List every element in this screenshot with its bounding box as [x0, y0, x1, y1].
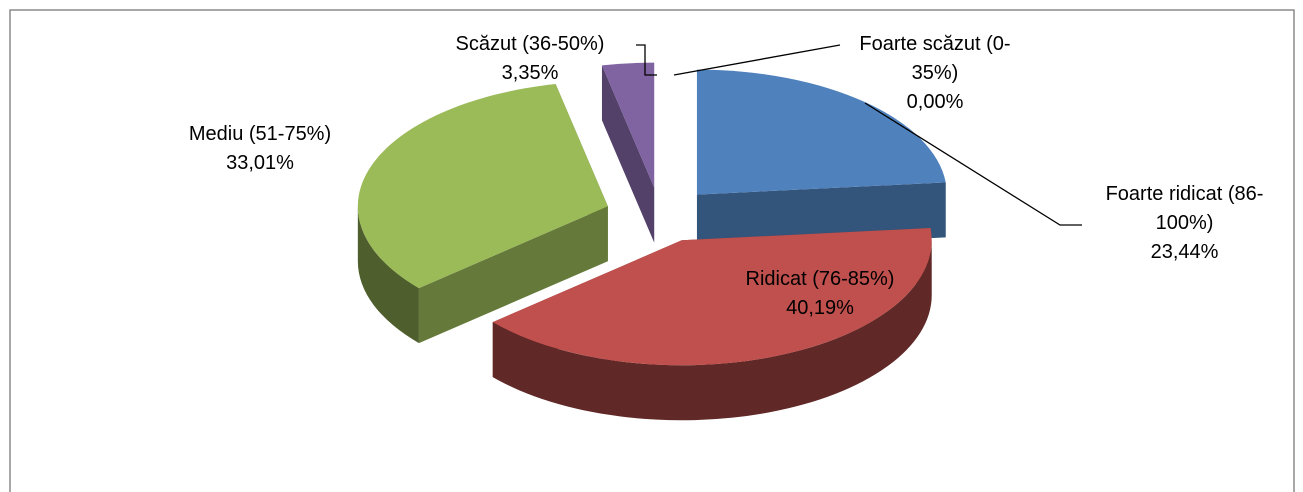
data-label: Mediu (51-75%) 33,01% — [170, 120, 350, 178]
data-label: Foarte scăzut (0-35%) 0,00% — [845, 30, 1025, 117]
leader-line — [636, 44, 657, 76]
category-label: Mediu (51-75%) — [188, 123, 332, 145]
value-label: 0,00% — [906, 91, 964, 113]
slice — [492, 228, 932, 421]
leader-line — [673, 44, 841, 76]
leader-line — [864, 102, 1082, 226]
chart-frame — [9, 9, 1295, 492]
category-label: Foarte ridicat (86-100%) — [1105, 183, 1264, 234]
pie — [357, 62, 946, 421]
value-label: 33,01% — [226, 152, 294, 174]
slice-side — [418, 206, 608, 344]
value-label: 23,44% — [1150, 241, 1219, 263]
value-label: 40,19% — [786, 297, 854, 319]
category-label: Ridicat (76-85%) — [745, 268, 895, 290]
slice — [357, 84, 608, 344]
slice-top — [696, 69, 946, 195]
data-label: Scăzut (36-50%) 3,35% — [425, 30, 635, 88]
value-label: 3,35% — [501, 62, 559, 84]
data-label: Foarte ridicat (86-100%) 23,44% — [1082, 180, 1287, 267]
data-label: Ridicat (76-85%) 40,19% — [710, 265, 930, 323]
slice — [601, 62, 655, 243]
category-label: Scăzut (36-50%) — [455, 33, 605, 55]
slice-top — [601, 62, 655, 188]
slice-top — [492, 228, 932, 366]
slice-wall — [492, 240, 932, 421]
category-label: Foarte scăzut (0-35%) — [859, 33, 1011, 84]
slice-side — [601, 65, 655, 243]
slice-top — [357, 84, 608, 289]
slice-wall — [357, 206, 419, 344]
